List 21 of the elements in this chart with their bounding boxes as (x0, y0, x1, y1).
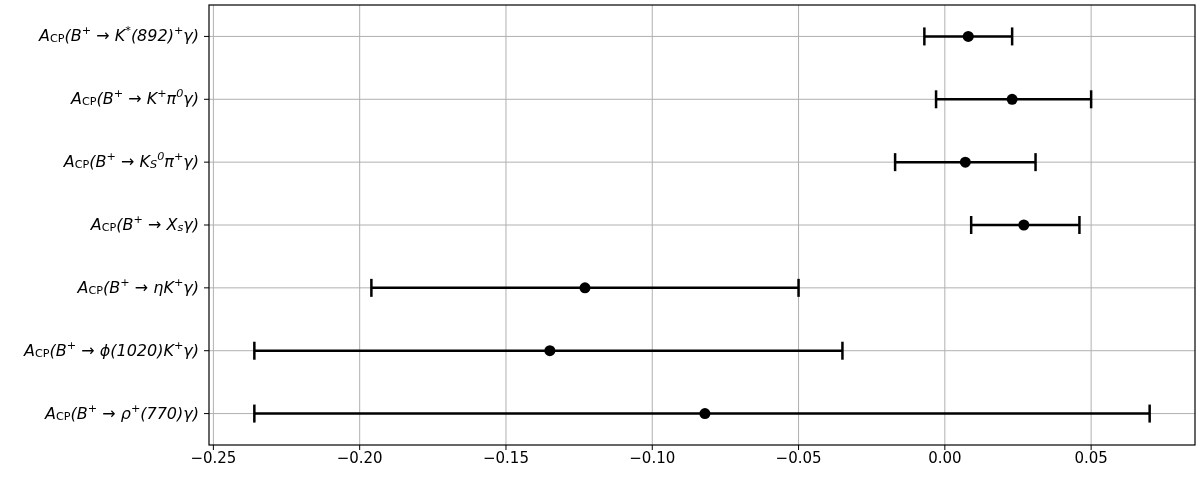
x-tick-label: −0.05 (775, 449, 822, 467)
x-tick-label: −0.10 (629, 449, 676, 467)
point (699, 408, 711, 420)
point (544, 345, 556, 357)
point (1018, 219, 1030, 231)
x-tick-label: −0.15 (482, 449, 529, 467)
x-tick-label: −0.20 (336, 449, 383, 467)
x-tick-label: 0.05 (1074, 449, 1108, 467)
category-label: A$_{CP}$(B$^{+}$ → K$_{S}$$^{0}$π$^{+}$γ) (63, 150, 199, 171)
y-tick-label: A$_{CP}$(B$^{+}$ → ρ$^{+}$(770)γ) (44, 401, 199, 423)
y-tick-label: A$_{CP}$(B$^{+}$ → ηK$^{+}$γ) (76, 275, 199, 297)
point (579, 282, 591, 294)
x-tick-label: 0.00 (928, 449, 962, 467)
x-tick-label: −0.25 (190, 449, 237, 467)
y-tick-label: A$_{CP}$(B$^{+}$ → ϕ(1020)K$^{+}$γ) (22, 338, 199, 360)
point (1006, 93, 1018, 105)
category-label: A$_{CP}$(B$^{+}$ → K$^{+}$π$^{0}$γ) (70, 87, 199, 109)
point (962, 30, 974, 42)
y-tick-label: A$_{CP}$(B$^{+}$ → X$_{s}$γ) (89, 213, 199, 234)
point (959, 156, 971, 168)
category-label: A$_{CP}$(B$^{+}$ → K$^{*}$(892)$^{+}$γ) (39, 24, 199, 46)
